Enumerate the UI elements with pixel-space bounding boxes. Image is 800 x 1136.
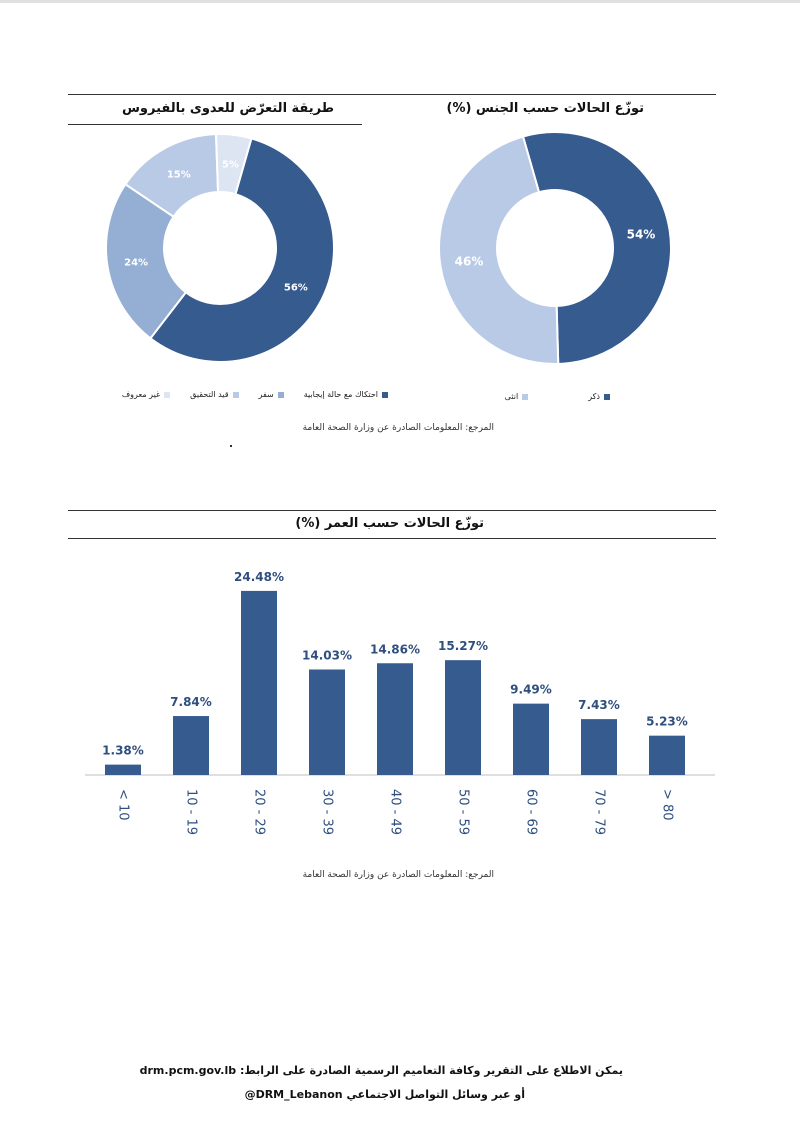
- bar-value-label: 7.43%: [578, 698, 620, 712]
- stray-dot: [230, 445, 232, 447]
- x-tick-label: 40 - 49: [388, 789, 403, 835]
- legend-label: احتكاك مع حالة إيجابية: [303, 390, 378, 399]
- section-top-rule: [68, 94, 716, 95]
- source-note-top: المرجع: المعلومات الصادرة عن وزارة الصحة…: [302, 423, 494, 433]
- slice-label: 54%: [627, 228, 656, 242]
- x-tick-label: 20 - 29: [252, 789, 267, 835]
- footer-link[interactable]: drm.pcm.gov.lb: [139, 1064, 237, 1077]
- slice-label: 24%: [124, 258, 148, 269]
- bar-value-label: 1.38%: [102, 744, 144, 758]
- footer-line-1: يمكن الاطلاع على التقرير وكافة التعاميم …: [140, 1064, 623, 1077]
- bar: [309, 669, 345, 775]
- legend-item-investigation: قيد التحقيق: [190, 390, 239, 399]
- bar-value-label: 7.84%: [170, 695, 212, 709]
- exposure-chart-title: طريقة التعرّض للعدوى بالفيروس: [121, 101, 334, 116]
- top-border: [0, 0, 800, 3]
- legend-label: سفر: [258, 390, 274, 399]
- bar: [581, 719, 617, 775]
- slice-label: 56%: [284, 282, 308, 293]
- x-tick-label: > 80: [660, 789, 675, 821]
- legend-item-unknown: غير معروف: [121, 390, 171, 399]
- legend-swatch: [232, 391, 239, 398]
- bar: [105, 764, 141, 775]
- legend-label: قيد التحقيق: [190, 390, 229, 399]
- slice-label: 5%: [222, 160, 239, 171]
- footer-text-2: أو عبر وسائل التواصل الاجتماعي: [346, 1088, 525, 1101]
- bar-value-label: 24.48%: [234, 570, 284, 584]
- x-tick-label: 70 - 79: [592, 789, 607, 835]
- donut-slice: [521, 131, 672, 365]
- sex-donut-chart: 54% 46%: [437, 131, 672, 365]
- donut-slice: [105, 182, 188, 340]
- x-tick-label: 10 - 19: [184, 789, 199, 835]
- donut-slice: [149, 137, 335, 363]
- legend-label: انثى: [504, 392, 519, 401]
- exposure-title-underline: [68, 124, 362, 125]
- footer-text: يمكن الاطلاع على التقرير وكافة التعاميم …: [239, 1064, 623, 1077]
- age-chart-title: توزّع الحالات حسب العمر (%): [295, 516, 484, 531]
- legend-item-travel: سفر: [259, 390, 284, 399]
- source-note-bottom: المرجع: المعلومات الصادرة عن وزارة الصحة…: [302, 870, 494, 880]
- x-tick-label: 50 - 59: [456, 789, 471, 835]
- bar: [649, 735, 685, 775]
- donut-slice: [437, 135, 560, 365]
- donut-slice: [214, 133, 253, 196]
- slice-label: 46%: [455, 254, 484, 268]
- exposure-donut-chart: 56% 24% 15% 5%: [105, 133, 335, 363]
- legend-swatch: [164, 391, 171, 398]
- footer-line-2: أو عبر وسائل التواصل الاجتماعي @DRM_Leba…: [245, 1088, 525, 1101]
- bar: [513, 703, 549, 775]
- bar: [173, 716, 209, 775]
- bar-value-label: 15.27%: [438, 639, 488, 653]
- legend-swatch: [277, 391, 284, 398]
- slice-label: 15%: [167, 170, 191, 181]
- x-tick-label: 30 - 39: [320, 789, 335, 835]
- legend-swatch: [604, 393, 610, 400]
- age-bar-chart: 1.38% < 10 7.84% 10 - 19 24.48% 20 - 29 14.03%…: [85, 570, 715, 835]
- bar: [241, 590, 277, 775]
- bar: [377, 663, 413, 775]
- legend-swatch: [522, 393, 529, 400]
- legend-item-contact: احتكاك مع حالة إيجابية: [304, 390, 388, 399]
- bar-value-label: 9.49%: [510, 683, 552, 697]
- x-tick-label: 60 - 69: [524, 789, 539, 835]
- age-title-bottom-rule: [68, 538, 716, 539]
- legend-swatch: [382, 391, 388, 398]
- age-title-top-rule: [68, 510, 716, 511]
- bar-value-label: 5.23%: [646, 715, 688, 729]
- legend-item-female: انثى: [505, 392, 529, 401]
- bar-value-label: 14.86%: [370, 642, 420, 656]
- bar-value-label: 14.03%: [302, 648, 352, 662]
- legend-item-male: ذكر: [588, 392, 610, 401]
- x-tick-label: < 10: [116, 789, 131, 821]
- footer-social-handle[interactable]: @DRM_Lebanon: [244, 1088, 343, 1101]
- sex-legend: ذكر انثى: [485, 392, 610, 401]
- legend-label: ذكر: [588, 392, 600, 401]
- exposure-legend: احتكاك مع حالة إيجابية سفر قيد التحقيق غ…: [102, 390, 388, 399]
- bar: [445, 660, 481, 775]
- sex-chart-title: توزّع الحالات حسب الجنس (%): [446, 101, 645, 116]
- legend-label: غير معروف: [121, 390, 161, 399]
